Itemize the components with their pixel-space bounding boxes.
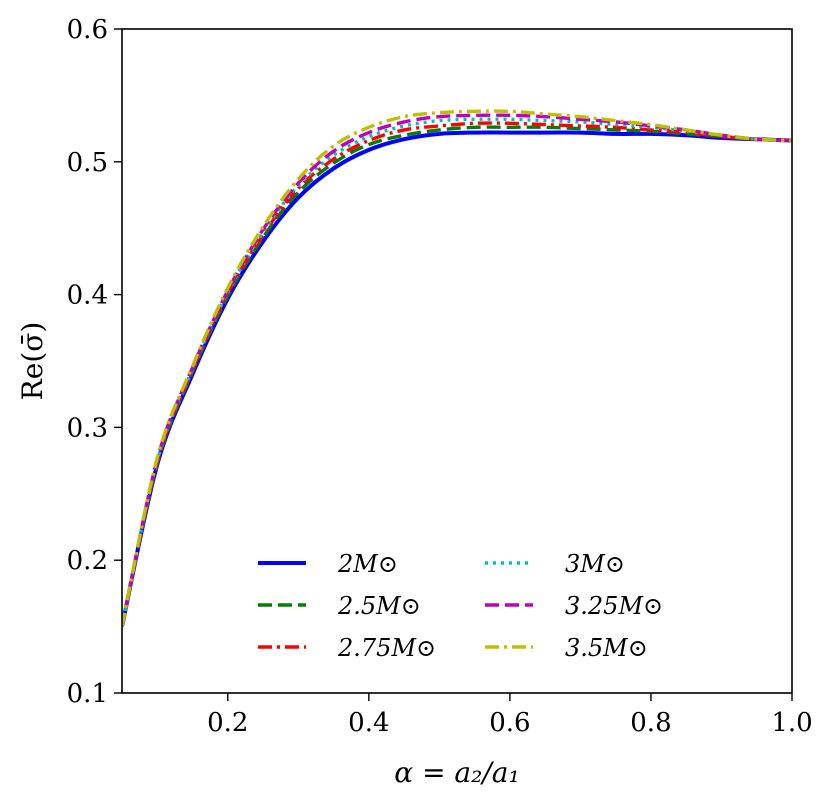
legend-label-6: 3.5M⊙	[565, 634, 648, 662]
series-line-1	[122, 130, 792, 628]
y-tick-label: 0.5	[67, 148, 108, 178]
x-tick-label: 0.4	[348, 708, 389, 738]
x-axis: 0.2 0.4 0.6 0.8 1.0	[207, 693, 813, 738]
series-line-6	[122, 109, 792, 627]
x-axis-label: α = a₂/a₁	[394, 756, 519, 789]
y-tick-label: 0.2	[67, 546, 108, 576]
legend: 2M⊙ 2.5M⊙ 2.75M⊙ 3M⊙ 3.25M⊙ 3.5M⊙	[258, 550, 663, 662]
plot-frame	[121, 28, 793, 694]
y-axis-label: Re(σ̄)	[16, 322, 49, 401]
y-axis: 0.1 0.2 0.3 0.4 0.5 0.6	[67, 15, 122, 709]
legend-label-1: 2M⊙	[337, 550, 398, 578]
series-layer	[122, 109, 792, 628]
series-line-3	[122, 121, 792, 627]
legend-label-3: 2.75M⊙	[337, 634, 436, 662]
y-tick-label: 0.1	[67, 679, 108, 709]
legend-label-5: 3.25M⊙	[565, 592, 663, 620]
y-tick-label: 0.3	[67, 413, 108, 443]
series-line-5	[122, 113, 792, 627]
legend-label-2: 2.5M⊙	[337, 592, 421, 620]
x-tick-label: 0.2	[207, 708, 248, 738]
x-tick-label: 1.0	[771, 708, 812, 738]
y-tick-label: 0.6	[67, 15, 108, 45]
y-tick-label: 0.4	[67, 281, 108, 311]
series-line-4	[122, 117, 792, 627]
x-tick-label: 0.8	[630, 708, 671, 738]
legend-label-4: 3M⊙	[565, 550, 625, 578]
series-line-2	[122, 125, 792, 627]
x-tick-label: 0.6	[489, 708, 530, 738]
